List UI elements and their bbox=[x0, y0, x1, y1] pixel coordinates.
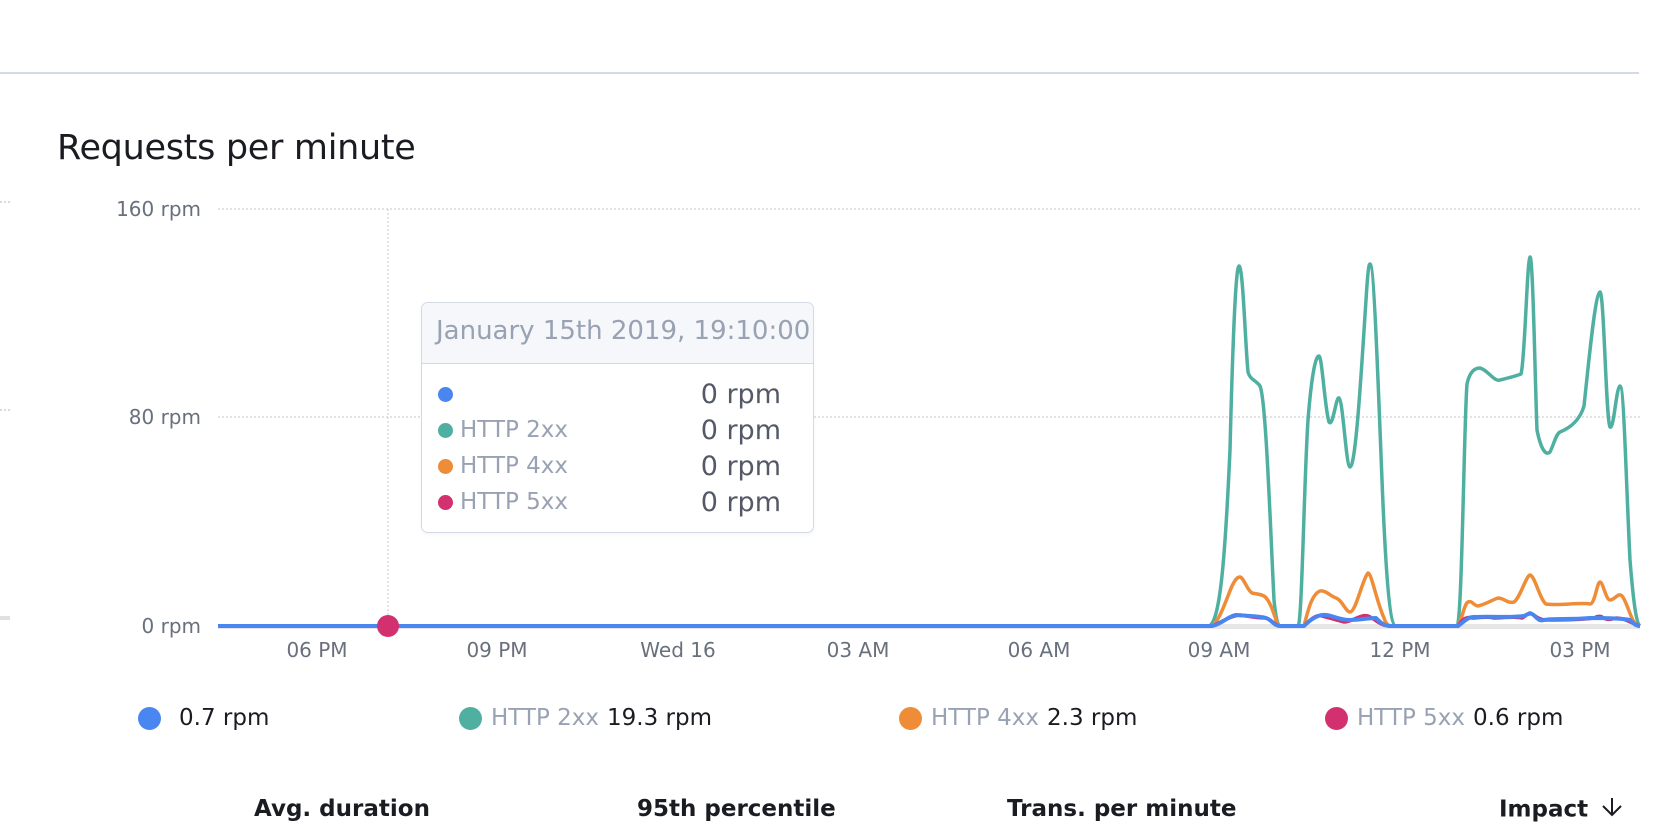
x-axis-label: 06 AM bbox=[1007, 638, 1071, 662]
legend-item-http-2xx[interactable]: HTTP 2xx 19.3 rpm bbox=[459, 704, 712, 732]
legend-color-dot-icon bbox=[1325, 706, 1348, 730]
x-axis-label: 12 PM bbox=[1369, 638, 1431, 662]
x-axis-label: 03 AM bbox=[826, 638, 890, 662]
y-axis-label: 0 rpm bbox=[141, 614, 201, 638]
legend-item-http-5xx[interactable]: HTTP 5xx 0.6 rpm bbox=[1325, 704, 1563, 732]
legend-value: 19.3 rpm bbox=[607, 705, 713, 731]
legend-color-dot-icon bbox=[138, 706, 161, 730]
series-color-dot-icon bbox=[438, 494, 453, 510]
legend-color-dot-icon bbox=[459, 706, 482, 730]
series-http-2xx-line bbox=[218, 255, 1642, 628]
legend-item-unnamed[interactable]: 0.7 rpm bbox=[138, 704, 269, 732]
tooltip-series-value: 0 rpm bbox=[700, 378, 781, 410]
column-header-impact[interactable]: Impact bbox=[1499, 796, 1624, 824]
x-axis-label: 09 PM bbox=[466, 638, 528, 662]
adjacent-panel-gridline bbox=[0, 409, 10, 411]
requests-per-minute-chart[interactable]: 160 rpm 80 rpm 0 rpm 06 PM 09 PM Wed 16 … bbox=[0, 0, 1674, 700]
y-axis-label: 80 rpm bbox=[128, 405, 201, 429]
y-axis-label: 160 rpm bbox=[116, 197, 201, 221]
tooltip-row: 0 rpm bbox=[438, 376, 799, 412]
column-header-trans-per-minute[interactable]: Trans. per minute bbox=[1007, 796, 1237, 822]
tooltip-title: January 15th 2019, 19:10:00 bbox=[422, 303, 813, 364]
column-header-impact-label: Impact bbox=[1499, 796, 1589, 823]
column-header-avg-duration[interactable]: Avg. duration bbox=[254, 796, 430, 822]
legend-value: 0.7 rpm bbox=[179, 705, 270, 731]
legend-item-http-4xx[interactable]: HTTP 4xx 2.3 rpm bbox=[899, 704, 1137, 732]
column-header-95th-percentile[interactable]: 95th percentile bbox=[637, 796, 836, 822]
tooltip-row: HTTP 4xx 0 rpm bbox=[438, 448, 799, 484]
tooltip-row: HTTP 5xx 0 rpm bbox=[438, 484, 799, 520]
x-axis-label: 03 PM bbox=[1549, 638, 1611, 662]
legend-name: HTTP 2xx bbox=[491, 705, 600, 731]
legend-value: 0.6 rpm bbox=[1473, 705, 1564, 731]
legend-name: HTTP 4xx bbox=[931, 705, 1040, 731]
series-http-4xx-line bbox=[218, 571, 1641, 628]
tooltip-body: 0 rpm HTTP 2xx 0 rpm HTTP 4xx 0 rpm HTTP… bbox=[422, 364, 813, 520]
series-color-dot-icon bbox=[438, 386, 453, 402]
x-axis-label: 09 AM bbox=[1187, 638, 1251, 662]
arrow-down-icon bbox=[1600, 796, 1624, 824]
adjacent-panel-gridline bbox=[0, 201, 10, 203]
tooltip-series-name: HTTP 2xx bbox=[460, 417, 569, 443]
hover-point-marker bbox=[377, 615, 399, 637]
top-divider bbox=[0, 72, 1639, 74]
tooltip-series-value: 0 rpm bbox=[700, 450, 781, 482]
chart-plot-area[interactable] bbox=[0, 0, 1674, 700]
series-color-dot-icon bbox=[438, 458, 453, 474]
legend-color-dot-icon bbox=[899, 706, 922, 730]
tooltip-series-value: 0 rpm bbox=[700, 414, 781, 446]
chart-tooltip: January 15th 2019, 19:10:00 0 rpm HTTP 2… bbox=[421, 302, 814, 533]
series-color-dot-icon bbox=[438, 422, 453, 438]
series-unnamed-line bbox=[218, 611, 1641, 628]
tooltip-series-name: HTTP 4xx bbox=[460, 453, 569, 479]
adjacent-panel-baseline bbox=[0, 616, 10, 620]
legend-value: 2.3 rpm bbox=[1047, 705, 1138, 731]
legend-name: HTTP 5xx bbox=[1357, 705, 1466, 731]
x-axis-label: 06 PM bbox=[286, 638, 348, 662]
tooltip-series-value: 0 rpm bbox=[700, 486, 781, 518]
tooltip-series-name: HTTP 5xx bbox=[460, 489, 569, 515]
tooltip-row: HTTP 2xx 0 rpm bbox=[438, 412, 799, 448]
x-axis-label: Wed 16 bbox=[640, 638, 716, 662]
panel-title: Requests per minute bbox=[57, 128, 416, 168]
